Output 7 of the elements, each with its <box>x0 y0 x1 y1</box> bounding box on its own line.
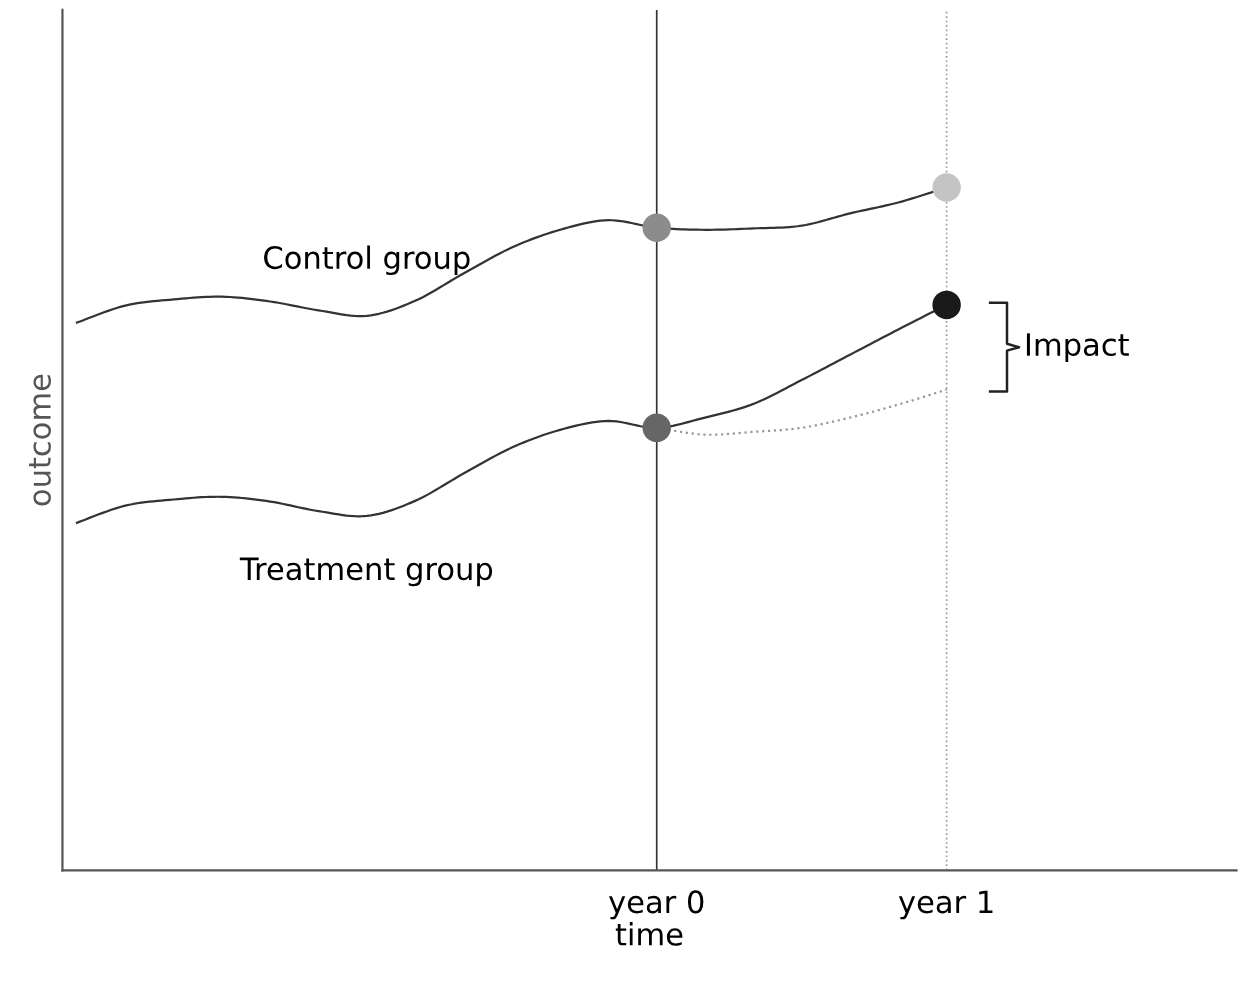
series-label: Control group <box>264 245 470 276</box>
x-tick-label: year 0 <box>608 890 704 920</box>
y-axis-title: outcome <box>29 374 51 506</box>
annotation: Impact <box>1026 333 1129 363</box>
x-axis-title: time <box>615 922 683 946</box>
x-tick-label: year 1 <box>898 890 993 920</box>
series-label: Treatment group <box>239 557 493 587</box>
